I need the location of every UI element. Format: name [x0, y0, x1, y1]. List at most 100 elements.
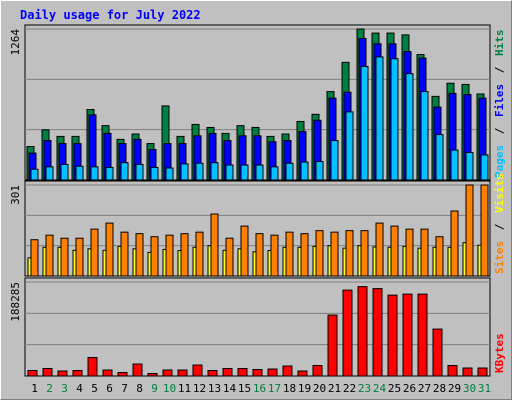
x-tick-label: 19 — [298, 382, 311, 395]
bar-pages-day-10 — [165, 167, 174, 181]
legend-separator: / — [493, 66, 506, 73]
panel-visitors: 301 — [9, 180, 491, 277]
x-tick-label: 5 — [91, 382, 98, 395]
x-tick-label: 16 — [253, 382, 266, 395]
bar-pages-day-7 — [120, 162, 129, 181]
x-tick-label: 2 — [46, 382, 53, 395]
bar-pages-day-15 — [240, 164, 249, 181]
bar-pages-day-9 — [150, 166, 159, 181]
legend-volume: KBytes — [493, 333, 506, 373]
bar-pages-day-5 — [90, 166, 99, 181]
bar-sites-day-22 — [345, 230, 354, 277]
bar-pages-day-21 — [330, 140, 339, 181]
svg-text:Pages / Files: Pages / Files / Hits — [493, 30, 506, 179]
x-tick-label: 14 — [223, 382, 237, 395]
x-tick-label: 17 — [268, 382, 281, 395]
x-axis-day-labels: 1 2 3 4 5 6 7 8 9 10 11 12 13 14 15 16 17 18 19 20 21 22 23 24 2… — [31, 382, 491, 395]
x-tick-label: 6 — [106, 382, 113, 395]
x-tick-label: 29 — [448, 382, 461, 395]
legend-separator: / — [493, 223, 506, 230]
bar-pages-day-22 — [345, 111, 354, 181]
y-max-label: 188285 — [9, 282, 22, 322]
x-tick-label: 9 — [151, 382, 158, 395]
bar-kbytes-day-29 — [447, 365, 458, 377]
legend-pages: Pages — [493, 145, 506, 178]
bar-sites-day-29 — [450, 210, 459, 277]
x-tick-label: 31 — [478, 382, 491, 395]
bar-pages-day-31 — [480, 154, 489, 181]
bar-kbytes-day-27 — [417, 293, 428, 377]
bar-sites-day-31 — [480, 184, 489, 277]
bar-pages-day-26 — [405, 73, 414, 181]
bar-kbytes-day-12 — [192, 364, 203, 377]
bar-pages-day-1 — [30, 168, 39, 181]
x-tick-label: 3 — [61, 382, 68, 395]
bar-kbytes-day-11 — [177, 369, 188, 377]
legend-files: Files — [493, 84, 506, 117]
bar-kbytes-day-31 — [477, 367, 488, 377]
x-tick-label: 30 — [463, 382, 476, 395]
x-tick-label: 26 — [403, 382, 416, 395]
bar-kbytes-day-2 — [42, 368, 53, 377]
bar-sites-day-27 — [420, 228, 429, 277]
panel-requests: 1264 — [9, 24, 491, 181]
bar-sites-day-21 — [330, 231, 339, 277]
bar-sites-day-11 — [180, 233, 189, 277]
bar-sites-day-26 — [405, 228, 414, 277]
bar-kbytes-day-28 — [432, 328, 443, 377]
x-tick-label: 21 — [328, 382, 341, 395]
bar-pages-day-20 — [315, 160, 324, 181]
bar-kbytes-day-8 — [132, 363, 143, 377]
bar-pages-day-13 — [210, 162, 219, 181]
bar-sites-day-7 — [120, 231, 129, 277]
bar-pages-day-12 — [195, 162, 204, 181]
bar-kbytes-day-6 — [102, 369, 113, 377]
bar-kbytes-day-25 — [387, 294, 398, 377]
bar-pages-day-25 — [390, 58, 399, 181]
bar-pages-day-6 — [105, 166, 114, 181]
bar-sites-day-3 — [60, 237, 69, 277]
x-tick-label: 24 — [373, 382, 387, 395]
bar-pages-day-29 — [450, 149, 459, 181]
bar-kbytes-day-23 — [357, 286, 368, 377]
bar-sites-day-12 — [195, 231, 204, 277]
panel-volume: 188285 — [9, 277, 491, 377]
x-tick-label: 4 — [76, 382, 83, 395]
bar-kbytes-day-4 — [72, 370, 83, 377]
x-tick-label: 22 — [343, 382, 356, 395]
bar-pages-day-17 — [270, 166, 279, 181]
bar-sites-day-24 — [375, 222, 384, 277]
bar-pages-day-30 — [465, 152, 474, 181]
bar-sites-day-13 — [210, 213, 219, 277]
bar-pages-day-3 — [60, 163, 69, 181]
bar-sites-day-16 — [255, 233, 264, 277]
bar-pages-day-4 — [75, 165, 84, 181]
bar-kbytes-day-1 — [27, 370, 38, 377]
bar-pages-day-19 — [300, 161, 309, 181]
bar-kbytes-day-17 — [267, 368, 278, 377]
x-tick-label: 18 — [283, 382, 296, 395]
bar-pages-day-11 — [180, 163, 189, 181]
bar-kbytes-day-22 — [342, 289, 353, 377]
bar-sites-day-30 — [465, 184, 474, 277]
x-tick-label: 1 — [31, 382, 38, 395]
x-tick-label: 8 — [136, 382, 143, 395]
bar-sites-day-4 — [75, 237, 84, 277]
bar-sites-day-5 — [90, 228, 99, 277]
bar-kbytes-day-20 — [312, 365, 323, 377]
bar-sites-day-19 — [300, 233, 309, 277]
bar-pages-day-28 — [435, 134, 444, 181]
bar-pages-day-24 — [375, 56, 384, 181]
legend-hits: Hits — [493, 30, 506, 57]
bar-kbytes-day-18 — [282, 365, 293, 377]
bar-pages-day-2 — [45, 166, 54, 181]
svg-text:Sites / Visits: Sites / Visits — [493, 173, 506, 274]
legend-requests: Pages / Files / Hits — [493, 30, 506, 179]
y-max-label: 301 — [9, 185, 22, 205]
legend-visits: Visits — [493, 173, 506, 213]
x-tick-label: 12 — [193, 382, 206, 395]
x-tick-label: 23 — [358, 382, 371, 395]
